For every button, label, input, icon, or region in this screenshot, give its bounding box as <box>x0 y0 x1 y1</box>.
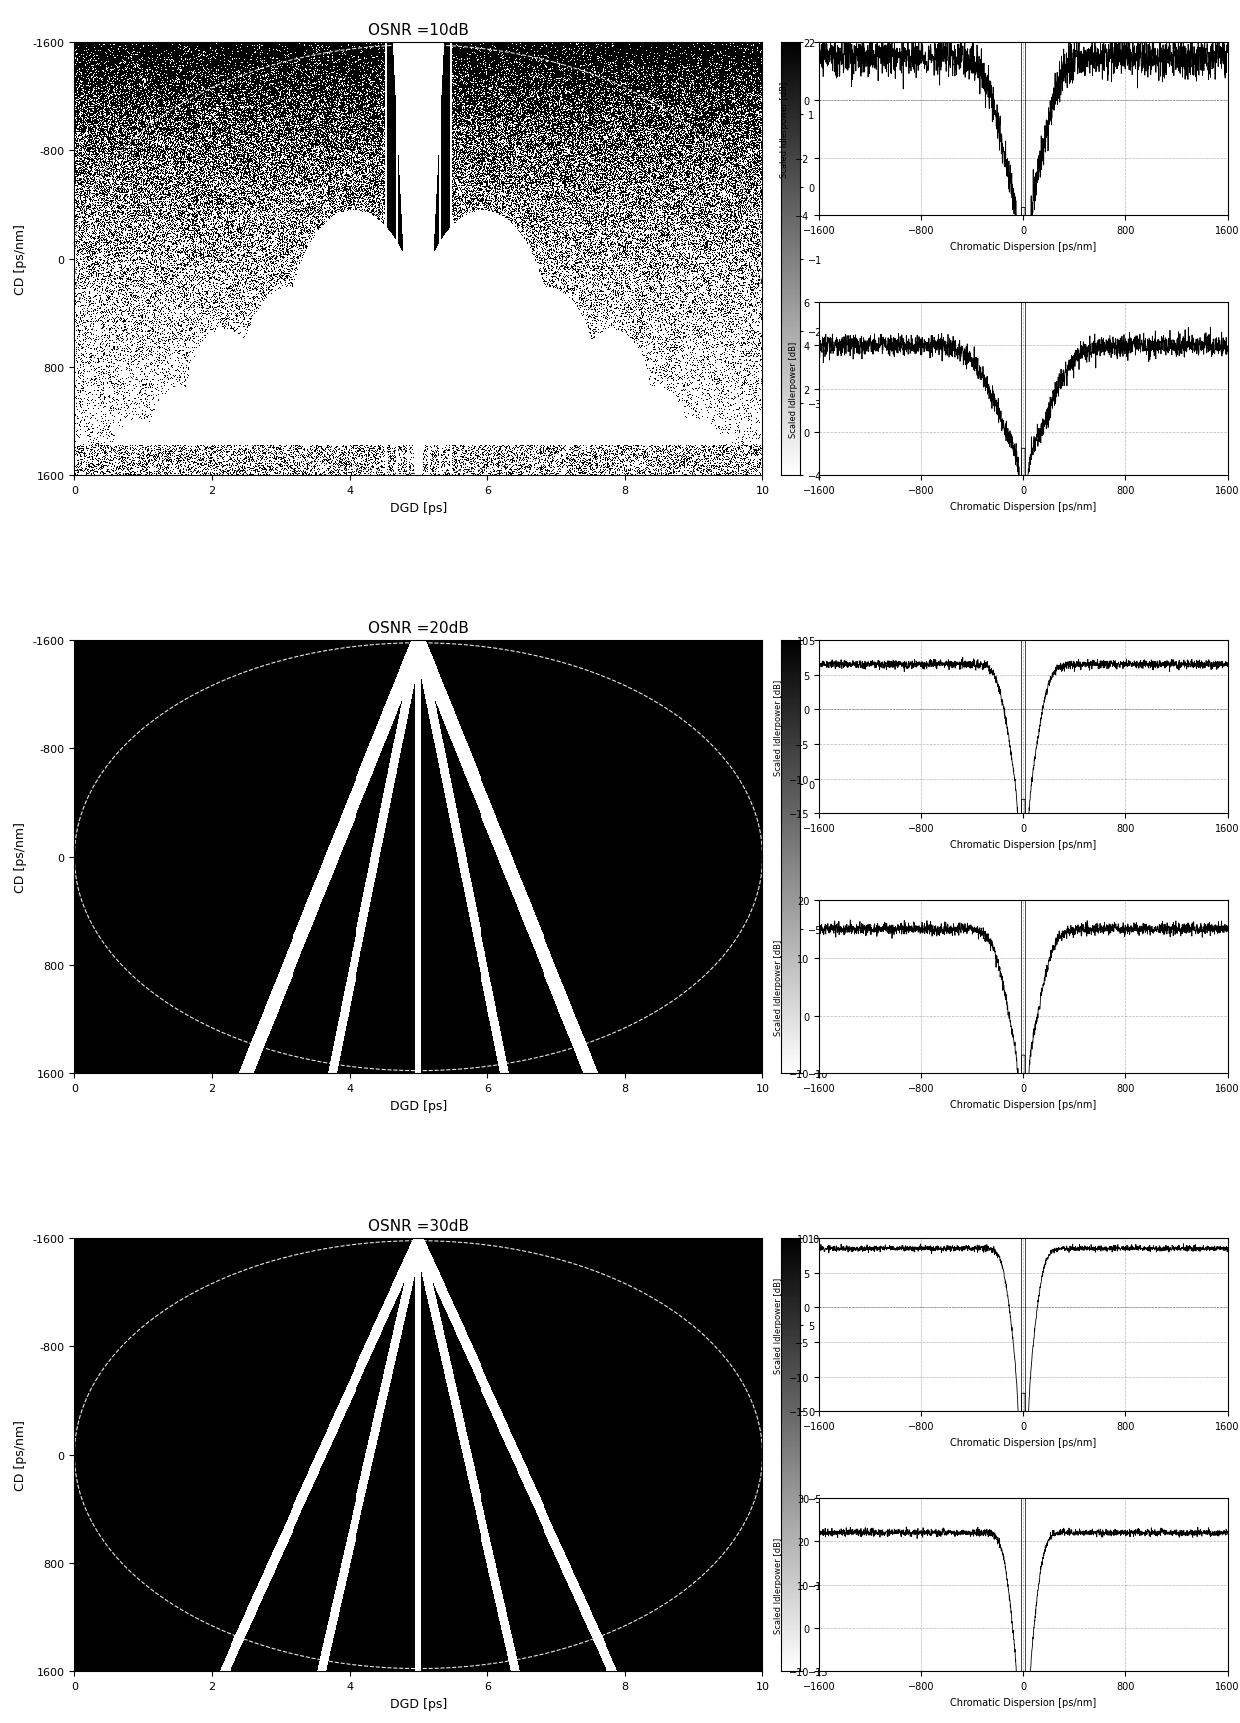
Y-axis label: Scaled Idlerpower [dB]: Scaled Idlerpower [dB] <box>775 939 784 1036</box>
X-axis label: Chromatic Dispersion [ps/nm]: Chromatic Dispersion [ps/nm] <box>950 241 1096 252</box>
Title: OSNR =30dB: OSNR =30dB <box>368 1218 469 1234</box>
Y-axis label: Scaled Idlerpower [dB]: Scaled Idlerpower [dB] <box>780 81 790 177</box>
X-axis label: Chromatic Dispersion [ps/nm]: Chromatic Dispersion [ps/nm] <box>950 1437 1096 1447</box>
Y-axis label: Scaled Idlerpower [dB]: Scaled Idlerpower [dB] <box>774 679 784 775</box>
X-axis label: DGD [ps]: DGD [ps] <box>389 501 448 515</box>
Y-axis label: CD [ps/nm]: CD [ps/nm] <box>14 822 27 893</box>
Title: OSNR =20dB: OSNR =20dB <box>368 620 469 636</box>
X-axis label: DGD [ps]: DGD [ps] <box>389 1099 448 1111</box>
X-axis label: Chromatic Dispersion [ps/nm]: Chromatic Dispersion [ps/nm] <box>950 1697 1096 1706</box>
Y-axis label: CD [ps/nm]: CD [ps/nm] <box>14 1420 27 1490</box>
Title: OSNR =10dB: OSNR =10dB <box>368 22 469 38</box>
X-axis label: Chromatic Dispersion [ps/nm]: Chromatic Dispersion [ps/nm] <box>950 1099 1096 1110</box>
X-axis label: Chromatic Dispersion [ps/nm]: Chromatic Dispersion [ps/nm] <box>950 501 1096 512</box>
X-axis label: Chromatic Dispersion [ps/nm]: Chromatic Dispersion [ps/nm] <box>950 839 1096 849</box>
Y-axis label: Scaled Idlerpower [dB]: Scaled Idlerpower [dB] <box>775 1537 784 1633</box>
Y-axis label: CD [ps/nm]: CD [ps/nm] <box>14 224 27 295</box>
X-axis label: DGD [ps]: DGD [ps] <box>389 1697 448 1709</box>
Y-axis label: Scaled Idlerpower [dB]: Scaled Idlerpower [dB] <box>774 1277 784 1373</box>
Y-axis label: Scaled Idlerpower [dB]: Scaled Idlerpower [dB] <box>789 341 797 438</box>
